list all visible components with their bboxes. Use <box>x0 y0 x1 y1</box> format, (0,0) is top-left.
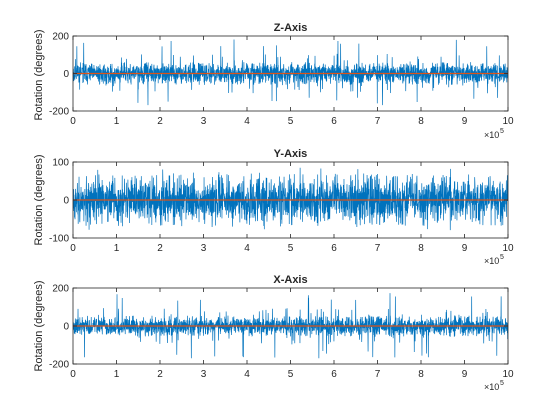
x-tick-label: 9 <box>462 243 468 254</box>
x-multiplier: ×10 <box>484 130 499 140</box>
x-tick-label: 6 <box>331 116 337 127</box>
x-tick-label: 4 <box>244 116 250 127</box>
x-tick-label: 3 <box>201 243 207 254</box>
y-axis-label: Rotation (degrees) <box>33 29 45 120</box>
x-tick-label: 8 <box>418 116 424 127</box>
x-tick-label: 8 <box>418 369 424 380</box>
x-tick-label: 0 <box>70 243 76 254</box>
subplot-y-axis: Y-Axis Rotation (degrees) 0 1 2 3 4 5 6 7 8 9 10 -1… <box>33 148 514 266</box>
x-tick-label: 10 <box>502 243 514 254</box>
x-multiplier: ×10 <box>484 256 499 266</box>
x-tick-label: 3 <box>201 369 207 380</box>
x-tick-label: 10 <box>502 116 514 127</box>
y-tick-label: -200 <box>49 107 69 118</box>
x-tick-label: 9 <box>462 369 468 380</box>
y-tick-label: 200 <box>52 284 69 295</box>
subplot-title: Z-Axis <box>274 22 308 34</box>
x-tick-label: 4 <box>244 243 250 254</box>
x-tick-label: 1 <box>114 116 120 127</box>
y-tick-label: 0 <box>63 322 69 333</box>
y-axis-label: Rotation (degrees) <box>33 154 45 245</box>
x-tick-label: 6 <box>331 369 337 380</box>
y-tick-label: -200 <box>49 360 69 371</box>
signal-series-line <box>73 293 508 359</box>
x-tick-label: 5 <box>288 243 294 254</box>
x-tick-label: 1 <box>114 369 120 380</box>
x-tick-label: 8 <box>418 243 424 254</box>
x-tick-label: 2 <box>157 369 163 380</box>
x-tick-label: 2 <box>157 243 163 254</box>
signal-series-line <box>73 167 508 231</box>
x-tick-label: 7 <box>375 116 381 127</box>
subplot-title: Y-Axis <box>274 148 308 160</box>
x-tick-label: 10 <box>502 369 514 380</box>
x-multiplier-exponent: 5 <box>500 128 504 135</box>
x-tick-label: 1 <box>114 243 120 254</box>
x-multiplier-exponent: 5 <box>500 380 504 387</box>
x-multiplier-exponent: 5 <box>500 254 504 261</box>
subplot-z-axis: Z-Axis Rotation (degrees) 0 1 2 3 4 5 6 7 8 9 10 -2… <box>33 22 514 140</box>
x-tick-label: 6 <box>331 243 337 254</box>
x-tick-label: 5 <box>288 116 294 127</box>
y-tick-label: 0 <box>63 196 69 207</box>
x-tick-label: 2 <box>157 116 163 127</box>
y-axis-label: Rotation (degrees) <box>33 280 45 371</box>
x-tick-label: 0 <box>70 116 76 127</box>
subplot-title: X-Axis <box>273 274 307 286</box>
x-multiplier: ×10 <box>484 382 499 392</box>
subplot-x-axis: X-Axis Rotation (degrees) 0 1 2 3 4 5 6 7 8 9 10 -2… <box>33 274 514 392</box>
x-tick-label: 7 <box>375 369 381 380</box>
x-tick-label: 0 <box>70 369 76 380</box>
x-tick-label: 9 <box>462 116 468 127</box>
y-tick-label: 100 <box>52 158 69 169</box>
signal-series-line <box>73 39 508 106</box>
x-tick-label: 5 <box>288 369 294 380</box>
y-tick-label: 200 <box>52 32 69 43</box>
x-tick-label: 7 <box>375 243 381 254</box>
x-tick-label: 3 <box>201 116 207 127</box>
y-tick-label: 0 <box>63 69 69 80</box>
x-tick-label: 4 <box>244 369 250 380</box>
y-tick-label: -100 <box>49 234 69 245</box>
